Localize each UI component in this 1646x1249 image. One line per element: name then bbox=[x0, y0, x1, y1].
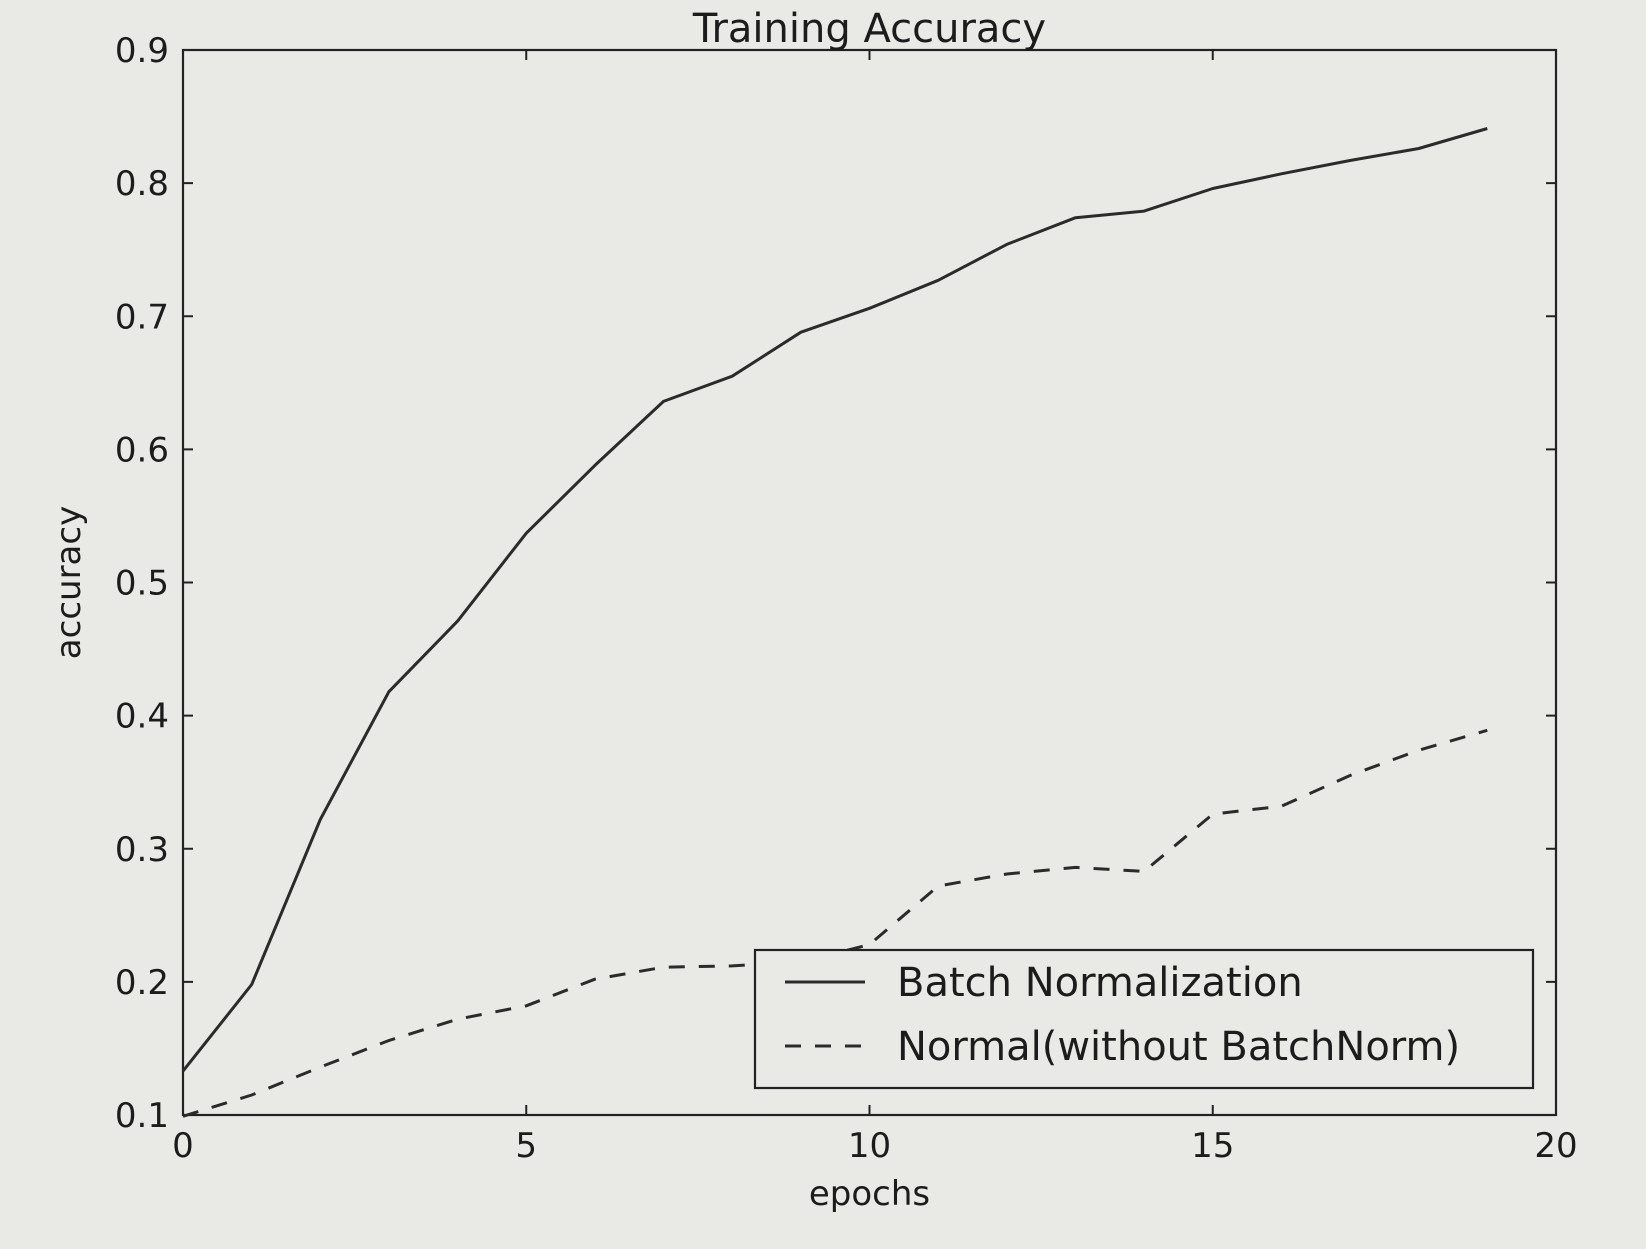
series-line-batch-normalization bbox=[181, 127, 1488, 1073]
y-tick-label: 0.1 bbox=[115, 1096, 169, 1136]
legend-label: Normal(without BatchNorm) bbox=[897, 1024, 1460, 1070]
x-tick-label: 0 bbox=[172, 1126, 194, 1166]
y-tick-label: 0.9 bbox=[115, 31, 169, 71]
x-tick-label: 10 bbox=[848, 1126, 891, 1166]
legend-box bbox=[753, 948, 1535, 1090]
y-tick-label: 0.2 bbox=[115, 963, 169, 1003]
y-tick-label: 0.8 bbox=[115, 164, 169, 204]
plot-area: 0 5 10 15 20 0.1 0.2 0.3 0.4 0.5 0.6 0.7 0.8 0.9 bbox=[115, 31, 1578, 1166]
y-tick-label: 0.6 bbox=[115, 430, 169, 470]
x-tick-label: 20 bbox=[1534, 1126, 1577, 1166]
legend: Batch Normalization Normal(without BatchN… bbox=[753, 948, 1535, 1090]
y-axis-label: accuracy bbox=[49, 506, 89, 659]
y-tick-label: 0.4 bbox=[115, 697, 169, 737]
y-tick-label: 0.7 bbox=[115, 297, 169, 337]
legend-label: Batch Normalization bbox=[897, 960, 1303, 1006]
x-tick-label: 5 bbox=[515, 1126, 537, 1166]
y-tick-label: 0.3 bbox=[115, 830, 169, 870]
x-tick-label: 15 bbox=[1191, 1126, 1234, 1166]
x-axis-label: epochs bbox=[809, 1174, 930, 1214]
y-tick-label: 0.5 bbox=[115, 564, 169, 604]
chart-title: Training Accuracy bbox=[692, 6, 1046, 52]
